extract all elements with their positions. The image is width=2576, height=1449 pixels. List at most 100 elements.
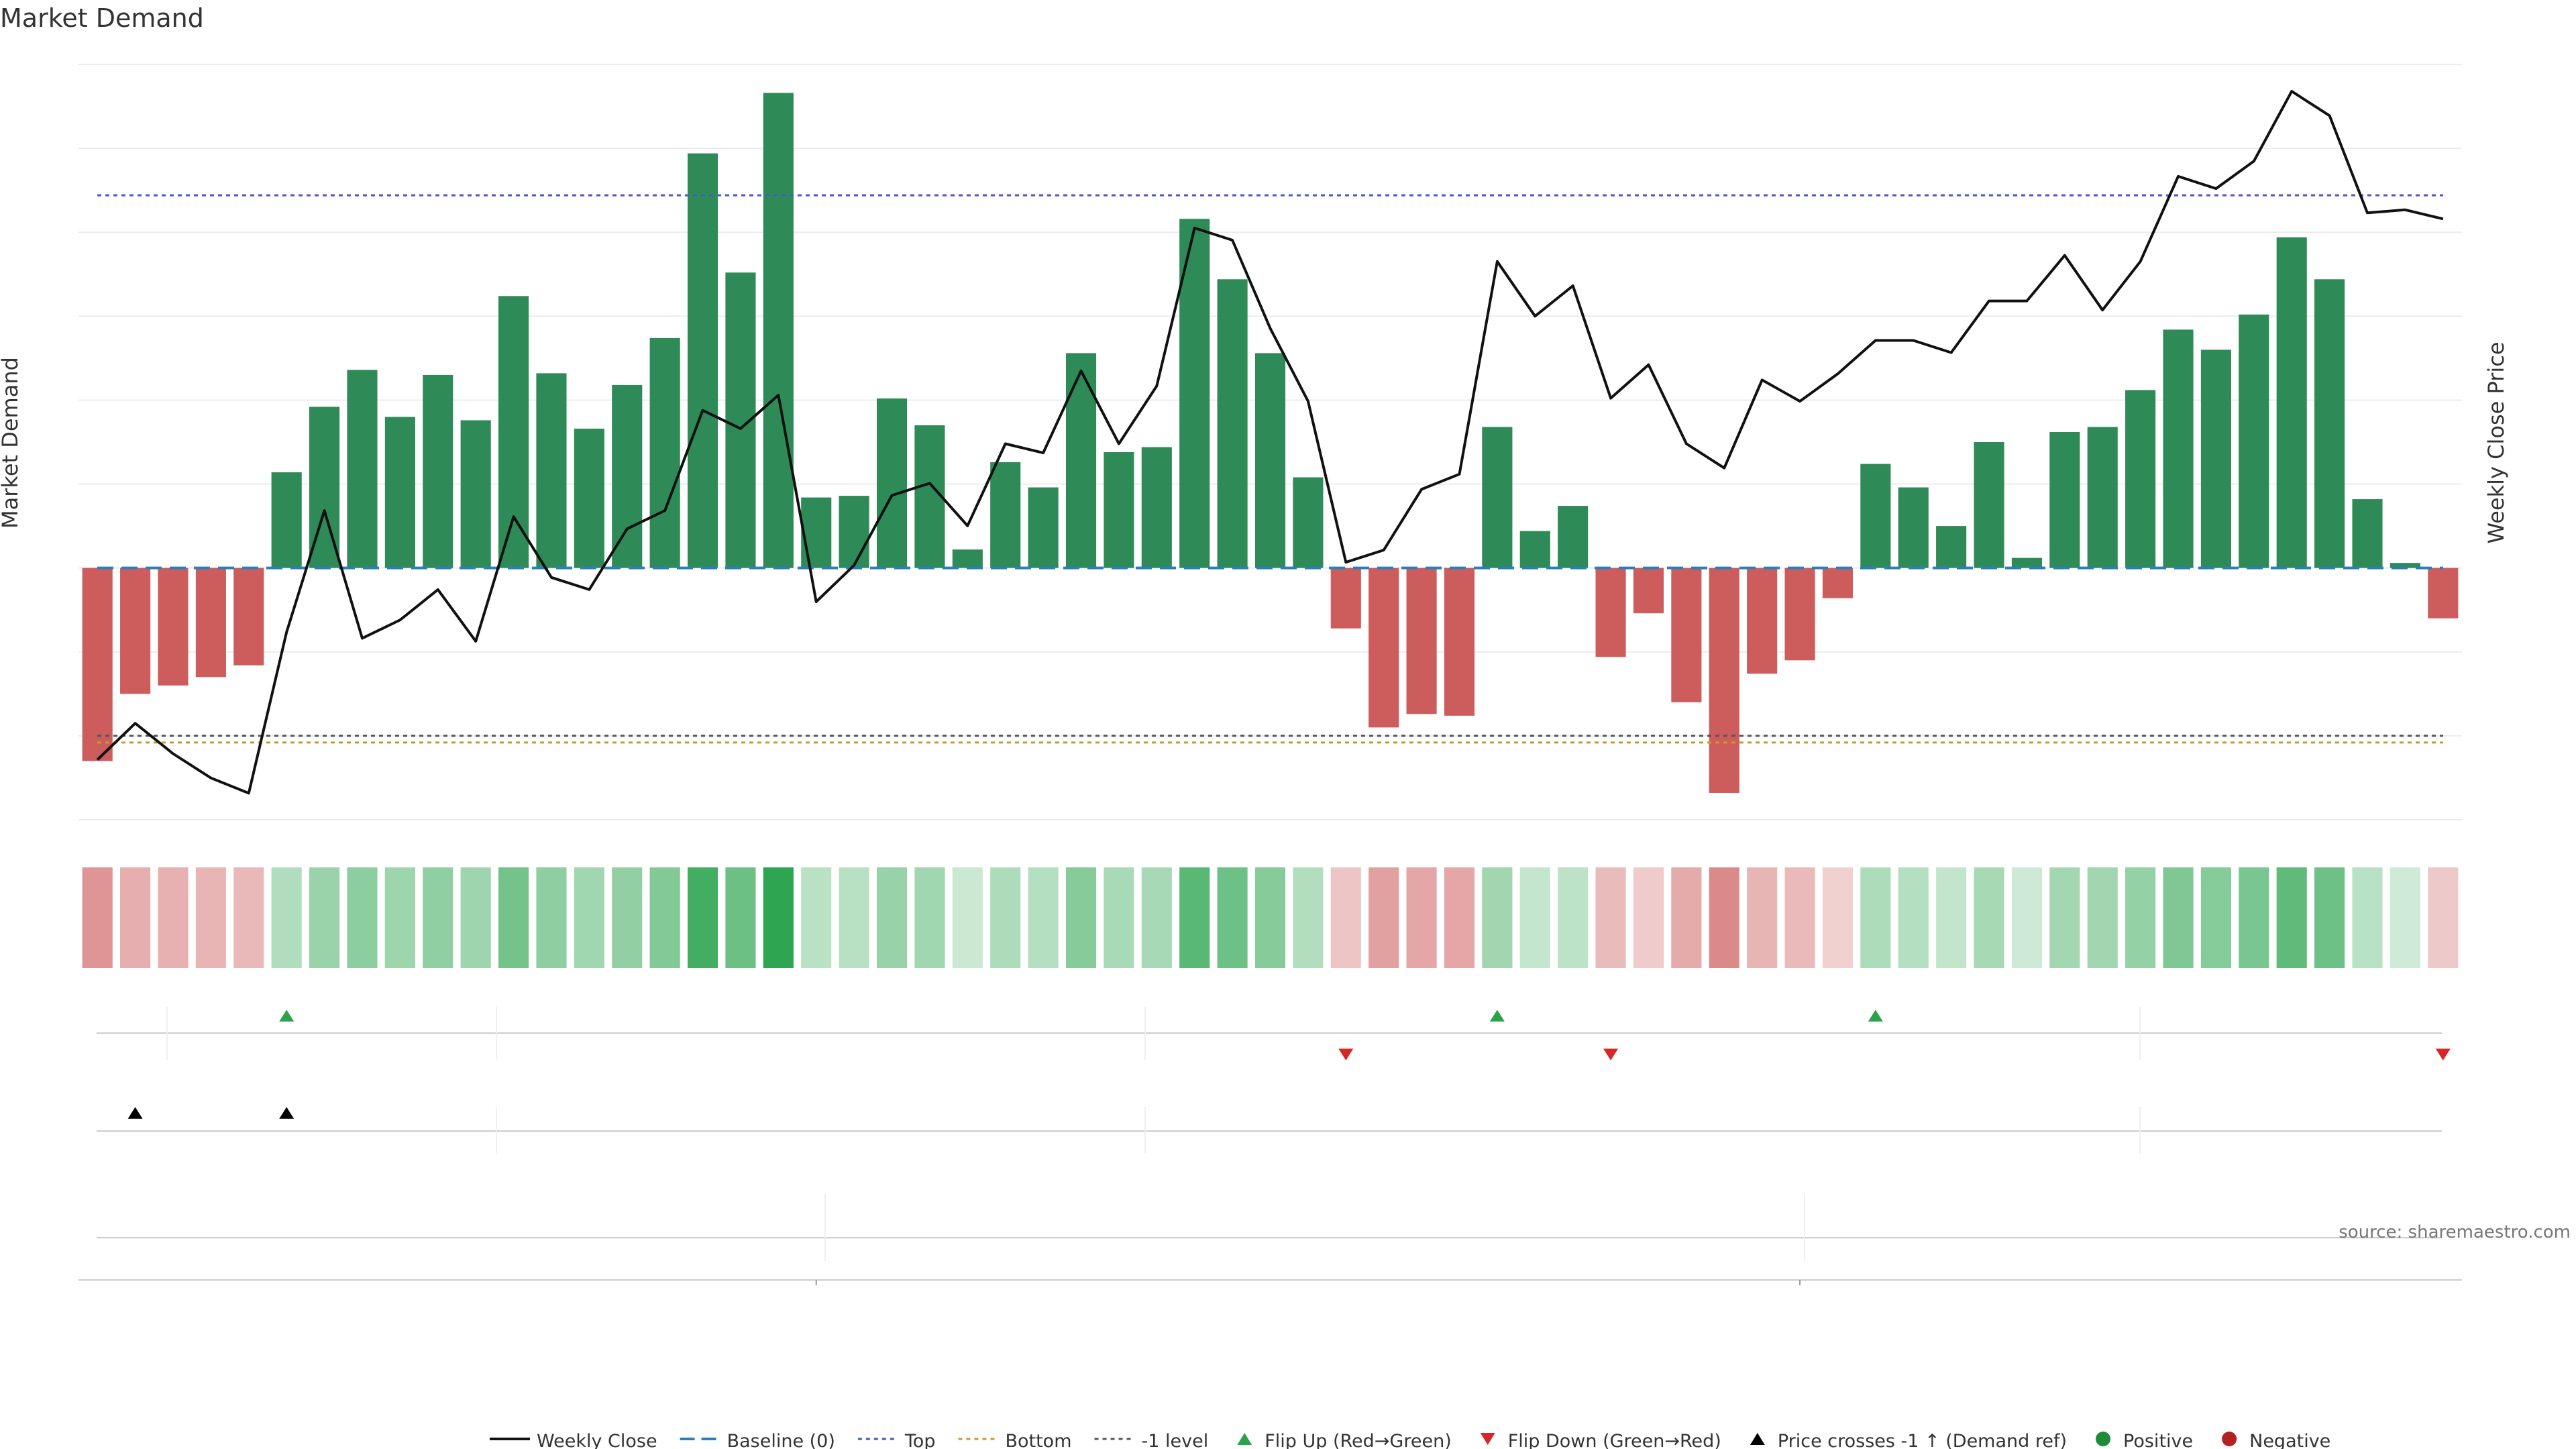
heat-cell <box>1406 867 1437 968</box>
demand-bar <box>1293 477 1324 568</box>
heat-cell <box>1558 867 1589 968</box>
demand-bar <box>195 568 226 678</box>
heat-cell <box>1822 867 1854 968</box>
demand-bar <box>1860 464 1891 568</box>
demand-bar <box>2125 390 2156 568</box>
demand-bar <box>1558 506 1589 568</box>
heat-cell <box>1368 867 1399 968</box>
heat-cell <box>195 867 226 968</box>
demand-bar <box>1254 353 1286 568</box>
legend-label: Flip Down (Green→Red) <box>1508 1431 1721 1449</box>
demand-bar <box>2352 499 2383 568</box>
heat-cell <box>82 867 113 968</box>
heat-cell <box>2239 867 2269 968</box>
heat-cell <box>384 867 415 968</box>
demand-bar <box>1709 568 1739 793</box>
heat-cell <box>1860 867 1891 968</box>
heat-cell <box>271 867 302 968</box>
heat-cell <box>2390 867 2420 968</box>
legend: Weekly Close Baseline (0) Top Bottom -1 leve… <box>490 1431 2330 1449</box>
heat-cell <box>1179 867 1210 968</box>
flip-down-marker <box>1338 1049 1354 1061</box>
heat-cell <box>347 867 378 968</box>
legend-label: Weekly Close <box>537 1431 657 1449</box>
demand-bar <box>498 296 529 568</box>
legend-label: Baseline (0) <box>727 1431 835 1449</box>
heat-cell <box>460 867 491 968</box>
demand-bar <box>423 374 453 568</box>
flip-up-marker <box>1868 1010 1883 1022</box>
x-axis <box>78 1279 2462 1285</box>
demand-bar <box>2087 427 2118 568</box>
demand-bar <box>1671 568 1702 702</box>
heat-cell <box>536 867 567 968</box>
demand-bar <box>2428 568 2459 619</box>
flip-down-marker <box>2435 1049 2451 1061</box>
demand-bar <box>1633 568 1664 614</box>
heat-cell <box>2163 867 2194 968</box>
demand-bar <box>876 398 908 568</box>
demand-bar <box>1104 452 1134 568</box>
demand-bar <box>1141 447 1172 568</box>
legend-positive-swatch <box>2096 1432 2111 1446</box>
heat-cell <box>1747 867 1778 968</box>
heat-cell <box>1104 867 1134 968</box>
demand-bar <box>763 93 794 568</box>
heat-cell <box>1444 867 1475 968</box>
heat-cell <box>1330 867 1361 968</box>
heat-cell <box>649 867 680 968</box>
demand-bar <box>1406 568 1437 714</box>
price-cross-marker <box>279 1107 294 1119</box>
y-axis-label: Market Demand <box>0 357 23 529</box>
demand-bar <box>1368 568 1399 728</box>
demand-bar <box>1747 568 1778 674</box>
demand-bar <box>1936 526 1967 568</box>
demand-bar <box>384 417 415 568</box>
heat-cell <box>1974 867 2004 968</box>
heat-cell <box>990 867 1021 968</box>
demand-bar <box>1822 568 1854 598</box>
demand-bar <box>120 568 151 694</box>
heat-cell <box>914 867 945 968</box>
heat-cell <box>1141 867 1172 968</box>
heat-cell <box>612 867 643 968</box>
legend-price-cross-swatch <box>1750 1433 1765 1445</box>
heat-cell <box>2011 867 2042 968</box>
heat-cell <box>1254 867 1286 968</box>
legend-label: Top <box>904 1431 936 1449</box>
heat-cell <box>2125 867 2156 968</box>
demand-bar <box>1482 427 1513 568</box>
legend-label: Negative <box>2249 1431 2330 1449</box>
heat-cell <box>1936 867 1967 968</box>
demand-bar <box>574 428 604 568</box>
heat-cell <box>876 867 908 968</box>
demand-bars <box>82 93 2459 793</box>
demand-bar <box>687 153 718 568</box>
flip-up-marker <box>279 1010 294 1022</box>
heat-cell <box>2352 867 2383 968</box>
demand-bar <box>2163 329 2194 568</box>
heat-cell <box>120 867 151 968</box>
heat-cell <box>423 867 453 968</box>
legend-label: Bottom <box>1005 1431 1071 1449</box>
heat-cell <box>2428 867 2459 968</box>
heat-cell <box>1671 867 1702 968</box>
heat-cell <box>2087 867 2118 968</box>
demand-bar <box>1784 568 1815 661</box>
demand-bar <box>82 568 113 761</box>
demand-bar <box>1974 442 2004 568</box>
heat-cell <box>1482 867 1513 968</box>
demand-bar <box>1898 487 1929 568</box>
heat-cell <box>2314 867 2345 968</box>
demand-bar <box>990 462 1021 568</box>
flip-up-marker <box>1489 1010 1505 1022</box>
legend-label: Positive <box>2123 1431 2193 1449</box>
demand-bar <box>1444 568 1475 716</box>
demand-bar <box>649 337 680 568</box>
reference-lines <box>97 194 2443 744</box>
heat-cell <box>839 867 869 968</box>
heat-cell <box>309 867 340 968</box>
legend-flip-up-swatch <box>1237 1433 1252 1445</box>
heat-cell <box>801 867 832 968</box>
